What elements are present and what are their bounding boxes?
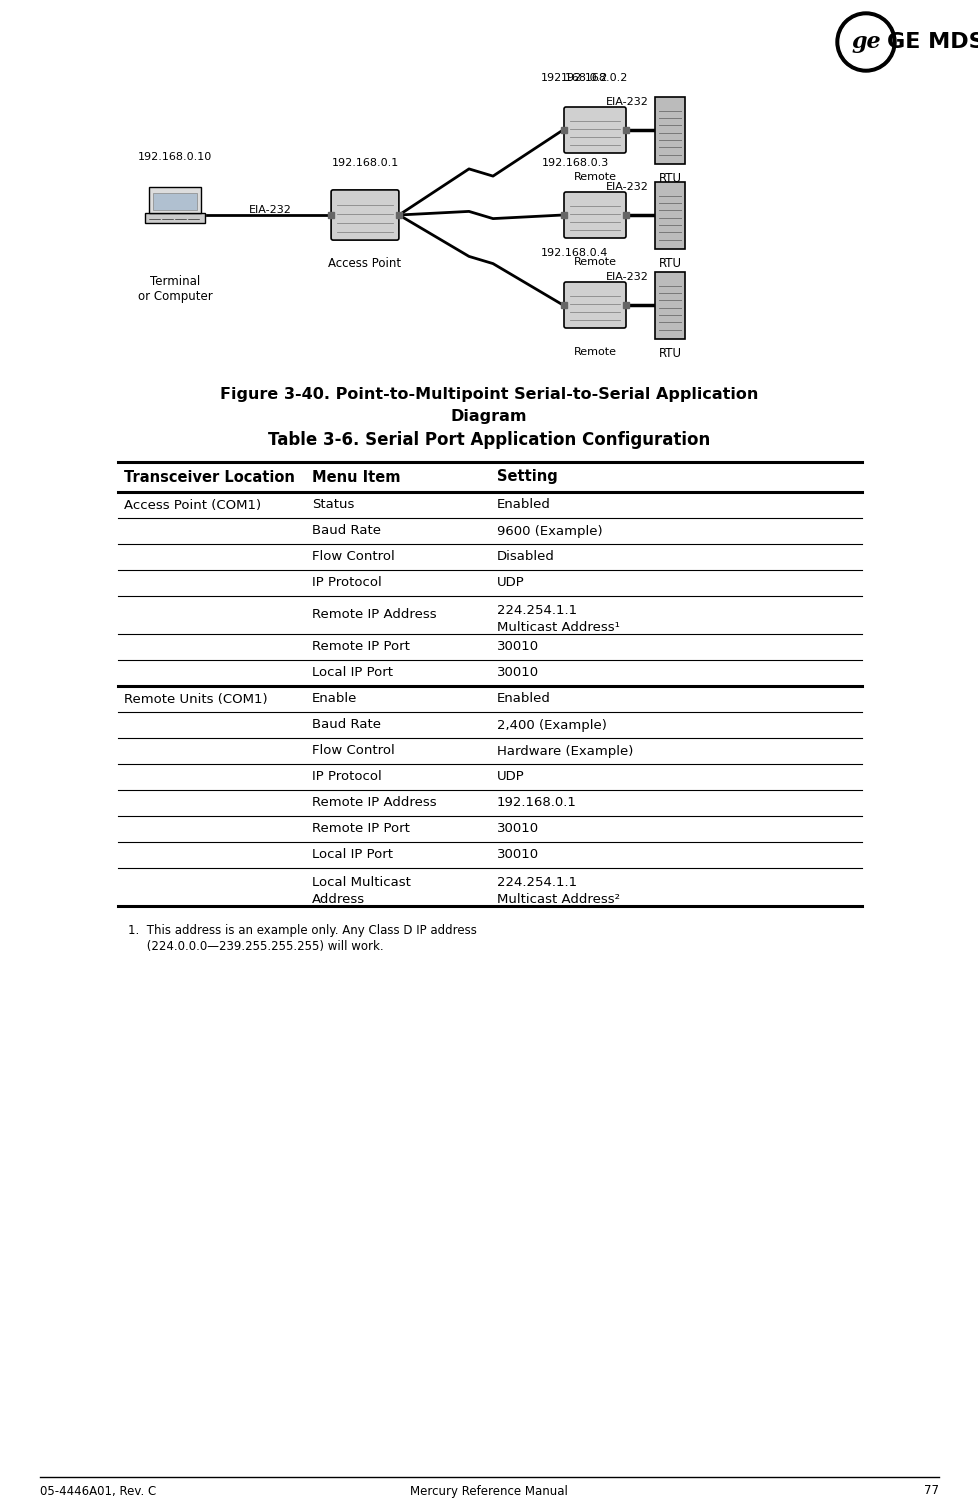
FancyBboxPatch shape [654,182,685,249]
Text: 192.168.0.2: 192.168.0.2 [541,74,608,83]
Text: Flow Control: Flow Control [312,551,394,563]
FancyBboxPatch shape [153,192,198,210]
Text: IP Protocol: IP Protocol [312,770,381,784]
FancyBboxPatch shape [145,213,205,222]
Text: RTU: RTU [658,257,681,270]
Text: Status: Status [312,498,354,512]
Text: 192.168.0.1: 192.168.0.1 [331,158,398,168]
Text: EIA-232: EIA-232 [605,98,648,107]
Text: Remote IP Address: Remote IP Address [312,608,436,621]
Text: Remote Units (COM1): Remote Units (COM1) [124,692,267,705]
Text: Table 3-6. Serial Port Application Configuration: Table 3-6. Serial Port Application Confi… [268,431,709,449]
FancyBboxPatch shape [563,192,625,239]
Text: Access Point (COM1): Access Point (COM1) [124,498,261,512]
Text: Baud Rate: Baud Rate [312,524,380,537]
Text: Mercury Reference Manual: Mercury Reference Manual [410,1484,567,1498]
Text: Transceiver Location: Transceiver Location [124,470,294,485]
Text: EIA-232: EIA-232 [248,206,291,215]
Text: 192.168.0.1: 192.168.0.1 [497,797,576,809]
Text: Remote: Remote [573,347,616,357]
Text: 77: 77 [923,1484,938,1498]
Text: GE MDS: GE MDS [886,32,978,53]
FancyBboxPatch shape [563,107,625,153]
Text: Local IP Port: Local IP Port [312,848,392,862]
Text: Enable: Enable [312,692,357,705]
Text: 05-4446A01, Rev. C: 05-4446A01, Rev. C [40,1484,156,1498]
Text: 224.254.1.1
Multicast Address²: 224.254.1.1 Multicast Address² [497,877,619,907]
Text: RTU: RTU [658,347,681,360]
Text: Flow Control: Flow Control [312,744,394,758]
Text: Remote IP Address: Remote IP Address [312,797,436,809]
Text: Remote IP Port: Remote IP Port [312,823,410,836]
Text: Remote: Remote [573,173,616,182]
Text: 30010: 30010 [497,823,539,836]
Text: Enabled: Enabled [497,692,551,705]
Text: UDP: UDP [497,576,524,590]
Text: 224.254.1.1
Multicast Address¹: 224.254.1.1 Multicast Address¹ [497,603,619,633]
Text: 192.168.0.10: 192.168.0.10 [138,152,212,162]
Text: EIA-232: EIA-232 [605,182,648,192]
Text: Hardware (Example): Hardware (Example) [497,744,633,758]
Text: Disabled: Disabled [497,551,555,563]
Text: 1.  This address is an example only. Any Class D IP address: 1. This address is an example only. Any … [128,925,476,937]
Text: Local Multicast
Address: Local Multicast Address [312,877,411,907]
Text: 30010: 30010 [497,641,539,653]
Text: Terminal
or Computer: Terminal or Computer [138,275,212,303]
Circle shape [839,17,891,68]
Text: 30010: 30010 [497,666,539,680]
Text: Access Point: Access Point [328,257,401,270]
Text: 192.168.0.2: 192.168.0.2 [560,74,628,83]
Text: UDP: UDP [497,770,524,784]
Text: Enabled: Enabled [497,498,551,512]
Text: EIA-232: EIA-232 [605,272,648,282]
Text: Baud Rate: Baud Rate [312,719,380,731]
Circle shape [835,12,895,72]
Text: 30010: 30010 [497,848,539,862]
Text: ge: ge [850,32,880,53]
Text: Remote IP Port: Remote IP Port [312,641,410,653]
Text: Figure 3-40. Point-to-Multipoint Serial-to-Serial Application: Figure 3-40. Point-to-Multipoint Serial-… [220,387,757,402]
Text: Setting: Setting [497,470,557,485]
Text: Remote: Remote [573,257,616,267]
Text: Local IP Port: Local IP Port [312,666,392,680]
FancyBboxPatch shape [149,188,200,213]
Text: 9600 (Example): 9600 (Example) [497,524,602,537]
FancyBboxPatch shape [331,191,398,240]
Text: 2,400 (Example): 2,400 (Example) [497,719,606,731]
FancyBboxPatch shape [654,96,685,164]
Text: RTU: RTU [658,173,681,185]
FancyBboxPatch shape [563,282,625,329]
Text: 192.168.0.3: 192.168.0.3 [541,158,608,168]
FancyBboxPatch shape [654,272,685,339]
Text: IP Protocol: IP Protocol [312,576,381,590]
Text: (224.0.0.0—239.255.255.255) will work.: (224.0.0.0—239.255.255.255) will work. [128,940,383,953]
Text: Diagram: Diagram [450,410,527,425]
Text: 192.168.0.4: 192.168.0.4 [541,248,608,258]
Text: Menu Item: Menu Item [312,470,400,485]
